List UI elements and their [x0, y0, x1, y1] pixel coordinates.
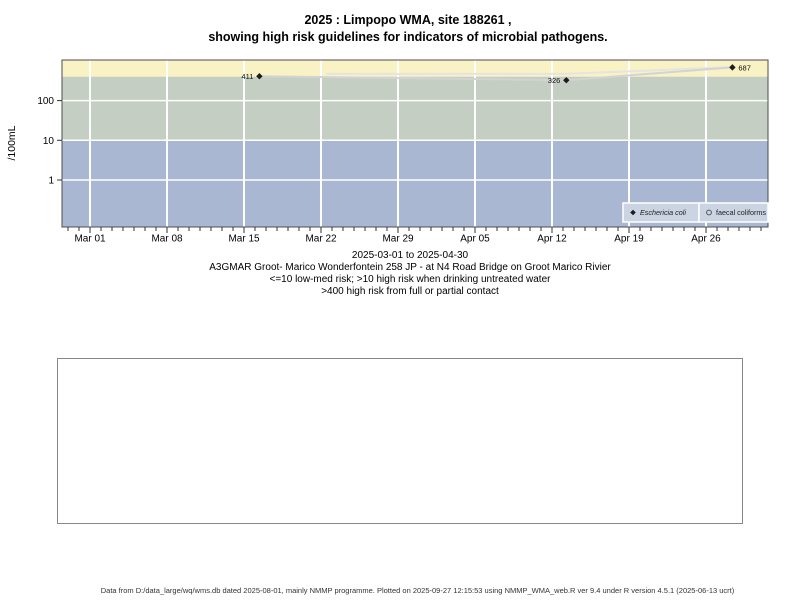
title-line-1: 2025 : Limpopo WMA, site 188261 , [304, 13, 512, 27]
y-tick-label: 1 [48, 176, 54, 187]
legend-label: Eschericia coli [640, 208, 686, 217]
microbial-risk-chart: 411 326 687 Mar 01 Mar 08 Mar 15 Mar 22 Mar 29 A… [6, 59, 769, 245]
data-point-label: 326 [548, 76, 561, 85]
band-high-risk-drinking-untreated [62, 76, 768, 141]
series-faecal-coliforms [326, 66, 733, 75]
x-tick-label: Mar 15 [228, 234, 260, 245]
caption-site-description: A3GMAR Groot- Marico Wonderfontein 258 J… [209, 262, 611, 273]
caption-drinking-guideline: <=10 low-med risk; >10 high risk when dr… [269, 274, 551, 285]
page-title: 2025 : Limpopo WMA, site 188261 , showin… [0, 12, 800, 46]
gridlines [62, 60, 768, 227]
data-point-marker [256, 73, 263, 80]
footer-provenance: Data from D:/data_large/wq/wms.db dated … [100, 586, 735, 595]
x-tick-label: Mar 08 [151, 234, 183, 245]
legend-box-faecal-coliforms [698, 202, 769, 223]
title-line-2: showing high risk guidelines for indicat… [208, 30, 608, 44]
data-point-marker [563, 77, 570, 84]
x-axis: Mar 01 Mar 08 Mar 15 Mar 22 Mar 29 Apr 05 Apr … [67, 227, 762, 245]
open-circle-icon [706, 209, 712, 216]
x-tick-label: Mar 22 [305, 234, 337, 245]
chart-legend: Eschericia coli faecal coliforms [622, 202, 769, 223]
x-tick-label: Apr 19 [614, 234, 644, 245]
data-point-marker [729, 64, 736, 71]
x-tick-label: Mar 29 [382, 234, 414, 245]
risk-bands [62, 60, 768, 227]
y-tick-label: 100 [37, 96, 54, 107]
y-tick-label: 10 [43, 136, 55, 147]
caption-date-range: 2025-03-01 to 2025-04-30 [351, 250, 469, 261]
empty-panel [57, 358, 743, 524]
chart-caption: 2025-03-01 to 2025-04-30 A3GMAR Groot- M… [0, 250, 800, 298]
data-point-label: 411 [241, 72, 253, 81]
plot-border [61, 59, 769, 228]
x-tick-label: Apr 05 [460, 234, 490, 245]
y-axis: 1 10 100/100mL [6, 96, 62, 187]
data-point-label: 687 [738, 63, 751, 72]
series-escherichia-coli: 411 326 687 [241, 63, 750, 85]
caption-contact-guideline: >400 high risk from full or partial cont… [321, 286, 499, 297]
x-tick-label: Apr 26 [691, 234, 721, 245]
y-axis-label: /100mL [6, 125, 18, 160]
x-tick-label: Mar 01 [74, 234, 106, 245]
x-tick-label: Apr 12 [537, 234, 567, 245]
legend-label: faecal coliforms [716, 208, 766, 217]
filled-diamond-icon [630, 209, 636, 216]
